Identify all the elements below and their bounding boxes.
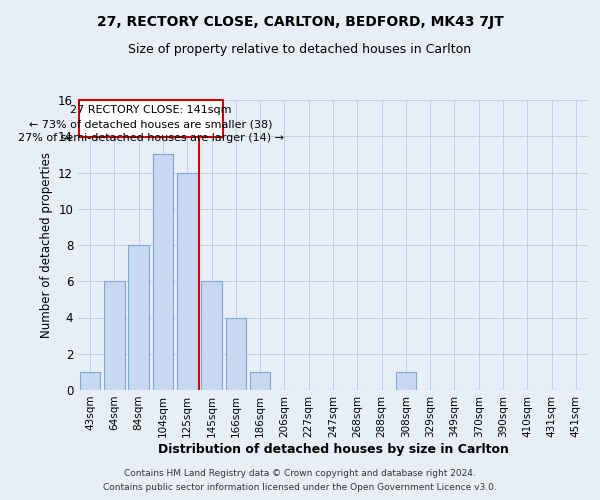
Text: Contains public sector information licensed under the Open Government Licence v3: Contains public sector information licen… [103,484,497,492]
Bar [226,318,246,390]
Bar [104,281,125,390]
FancyBboxPatch shape [79,100,223,137]
Text: 27 RECTORY CLOSE: 141sqm: 27 RECTORY CLOSE: 141sqm [70,106,232,116]
Bar [395,372,416,390]
Y-axis label: Number of detached properties: Number of detached properties [40,152,53,338]
Text: Size of property relative to detached houses in Carlton: Size of property relative to detached ho… [128,42,472,56]
Bar [152,154,173,390]
Text: 27, RECTORY CLOSE, CARLTON, BEDFORD, MK43 7JT: 27, RECTORY CLOSE, CARLTON, BEDFORD, MK4… [97,15,503,29]
Bar [250,372,271,390]
X-axis label: Distribution of detached houses by size in Carlton: Distribution of detached houses by size … [158,442,508,456]
Bar [201,281,222,390]
Bar [177,172,197,390]
Text: ← 73% of detached houses are smaller (38): ← 73% of detached houses are smaller (38… [29,119,272,129]
Text: Contains HM Land Registry data © Crown copyright and database right 2024.: Contains HM Land Registry data © Crown c… [124,468,476,477]
Bar [80,372,100,390]
Bar [128,245,149,390]
Text: 27% of semi-detached houses are larger (14) →: 27% of semi-detached houses are larger (… [18,132,284,142]
